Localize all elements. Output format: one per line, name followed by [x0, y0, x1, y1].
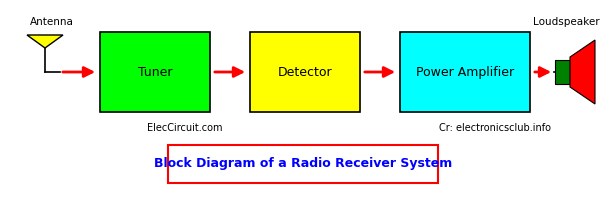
Bar	[100, 32, 210, 112]
Text: ElecCircuit.com: ElecCircuit.com	[147, 123, 223, 133]
Polygon shape	[27, 35, 63, 48]
Text: Detector: Detector	[278, 65, 332, 78]
Polygon shape	[570, 40, 595, 104]
Text: Loudspeaker: Loudspeaker	[533, 17, 599, 27]
Bar	[250, 32, 360, 112]
Text: Block Diagram of a Radio Receiver System: Block Diagram of a Radio Receiver System	[154, 157, 452, 170]
Text: Power Amplifier: Power Amplifier	[416, 65, 514, 78]
Bar	[400, 32, 530, 112]
Bar	[168, 145, 438, 183]
Text: Cr: electronicsclub.info: Cr: electronicsclub.info	[439, 123, 551, 133]
Text: Tuner: Tuner	[138, 65, 172, 78]
Bar	[555, 60, 570, 84]
Text: Antenna: Antenna	[30, 17, 74, 27]
